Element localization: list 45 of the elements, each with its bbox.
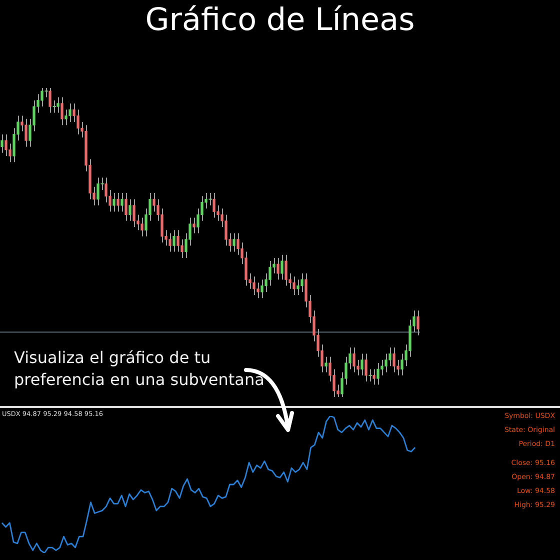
candlestick [48, 88, 52, 114]
candlestick [364, 353, 368, 382]
candlestick [4, 134, 8, 156]
chart-title: Gráfico de Líneas [144, 2, 416, 38]
candlestick [120, 192, 124, 212]
candlestick [192, 217, 196, 234]
candlestick [372, 368, 376, 386]
candlestick [360, 353, 364, 376]
candlestick [352, 347, 356, 373]
candlestick [236, 232, 240, 256]
candlestick [68, 102, 72, 122]
candlestick [232, 232, 236, 252]
candlestick [416, 310, 420, 336]
candlestick [392, 347, 396, 373]
candlestick [132, 198, 136, 228]
annotation: Visualiza el gráfico de tu preferencia en una subventana [14, 347, 266, 391]
candlestick [0, 134, 4, 154]
candlestick [124, 192, 128, 222]
candlestick [56, 96, 60, 114]
candlestick [376, 362, 380, 386]
candlestick [296, 279, 300, 296]
candlestick [300, 272, 304, 292]
candlestick [400, 353, 404, 376]
candlestick [152, 192, 156, 212]
candlestick [324, 356, 328, 373]
candlestick [280, 254, 284, 280]
candlestick [276, 257, 280, 280]
candlestick [128, 198, 132, 222]
candlestick [140, 217, 144, 237]
candlestick [24, 118, 28, 148]
candlestick [284, 254, 288, 286]
candlestick [172, 230, 176, 252]
candlestick [292, 276, 296, 296]
candlestick [384, 353, 388, 373]
candlestick [176, 230, 180, 252]
candlestick [252, 276, 256, 296]
candlestick [260, 279, 264, 299]
candlestick [60, 96, 64, 126]
candlestick [112, 192, 116, 212]
candlestick [64, 109, 68, 126]
candlestick [168, 232, 172, 252]
candlestick [212, 192, 216, 218]
candlestick [52, 100, 56, 114]
candlestick [116, 192, 120, 212]
candlestick [104, 177, 108, 203]
